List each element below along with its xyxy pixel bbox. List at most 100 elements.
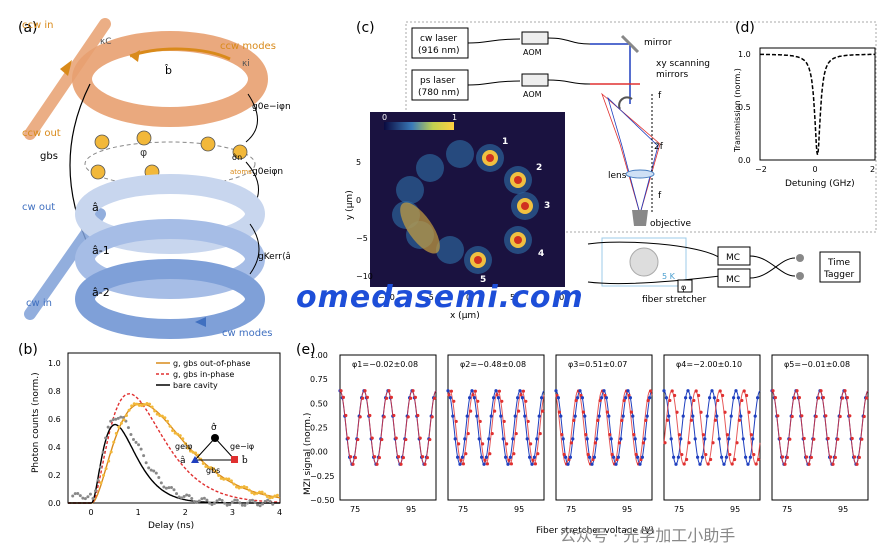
e-point [528, 455, 532, 459]
e-fit-red [555, 390, 653, 465]
b-point [114, 417, 118, 421]
coupling-top-label: g0e−iφn [252, 102, 290, 112]
e-point [708, 396, 712, 400]
b-point [91, 497, 95, 501]
e-subplot: φ3=0.51±0.07 75 95 [554, 354, 653, 514]
e-point [631, 414, 635, 418]
svg-text:0: 0 [382, 113, 387, 122]
objective-icon [632, 210, 648, 226]
b-point [240, 485, 244, 489]
b-xtick: 3 [230, 508, 235, 517]
e-point [481, 442, 485, 446]
b-point [83, 497, 87, 501]
b-point [204, 464, 208, 468]
e-point [744, 455, 748, 459]
b-point [177, 495, 181, 499]
b-point [207, 501, 211, 505]
e-point [687, 441, 691, 445]
e-point [470, 389, 474, 393]
sigma-n-label: σ̂n [232, 152, 242, 162]
b-point [210, 503, 214, 507]
e-point [507, 458, 511, 462]
svg-text:Transmission (norm.): Transmission (norm.) [733, 68, 742, 153]
e-point [716, 398, 720, 403]
e-point [624, 396, 628, 400]
d-ytick: 0.0 [738, 156, 751, 165]
e-point [480, 455, 484, 459]
e-point [586, 452, 590, 457]
e-point [600, 396, 604, 400]
cw-modes-label: cw modes [222, 328, 272, 339]
e-point [684, 396, 688, 400]
e-phase-label: φ1=−0.02±0.08 [352, 360, 418, 369]
cw-laser-box [411, 27, 469, 59]
e-point [609, 437, 613, 441]
e-point [722, 462, 726, 466]
svg-text:ps laser: ps laser [420, 76, 456, 86]
b-point [190, 496, 194, 500]
e-point [489, 414, 493, 418]
b-point [168, 424, 172, 428]
b-point [162, 485, 166, 489]
e-point [590, 462, 594, 466]
e-point [492, 396, 496, 400]
e-point [490, 431, 494, 436]
e-point [754, 462, 758, 466]
svg-text:lens: lens [608, 171, 627, 181]
e-point [475, 414, 479, 418]
map-glow [416, 154, 444, 182]
b-ytick: 0.8 [48, 387, 61, 396]
b-point [266, 498, 270, 502]
e-xtick: 75 [458, 505, 468, 514]
e-point [672, 455, 676, 459]
e-ytick: 0.50 [310, 399, 328, 408]
e-point [649, 389, 653, 393]
e-point [569, 441, 573, 445]
e-point [349, 455, 353, 459]
e-xtick: 75 [566, 505, 576, 514]
svg-text:f: f [658, 91, 662, 101]
a-hat-label: â [92, 201, 99, 214]
e-point [511, 437, 515, 441]
b-point [107, 459, 111, 463]
e-point [484, 455, 488, 459]
e-subplot: φ1=−0.02±0.08 75 95 1.00 0.75 0.50 0.25 0.00 −0.… [310, 351, 437, 514]
e-point [860, 437, 864, 441]
e-point [361, 396, 365, 400]
svg-text:(780 nm): (780 nm) [418, 88, 460, 98]
e-point [614, 462, 618, 466]
e-point [465, 414, 469, 418]
b-point [219, 476, 223, 480]
watermark-text: omedasemi.com [296, 280, 584, 315]
b-point [94, 489, 98, 493]
b-ylabel: Photon counts (norm.) [31, 372, 41, 473]
e-point [580, 396, 584, 400]
e-point [728, 452, 732, 457]
e-point [783, 462, 787, 466]
e-point [862, 414, 866, 419]
e-point [404, 437, 408, 442]
e-point [560, 433, 564, 437]
b-point [172, 488, 176, 492]
svg-text:y (μm): y (μm) [345, 190, 355, 220]
plot-b-frame [67, 352, 281, 504]
e-point [519, 393, 523, 397]
e-point [516, 396, 520, 400]
b-point [232, 482, 236, 486]
b-point [131, 438, 135, 442]
e-point [752, 452, 756, 457]
svg-text:x (μm): x (μm) [450, 311, 480, 321]
b-point [157, 475, 161, 479]
e-point [382, 415, 386, 419]
e-point [641, 441, 645, 445]
b-point [142, 454, 146, 458]
e-point [648, 396, 652, 400]
e-point [433, 396, 437, 400]
e-point [749, 433, 753, 437]
svg-text:1: 1 [452, 113, 457, 122]
map-xtick: 5 [510, 293, 515, 302]
e-point [817, 396, 821, 400]
map-site-label: 3 [544, 201, 550, 211]
e-fit-blue [771, 390, 869, 465]
svg-text:mirrors: mirrors [656, 70, 689, 80]
